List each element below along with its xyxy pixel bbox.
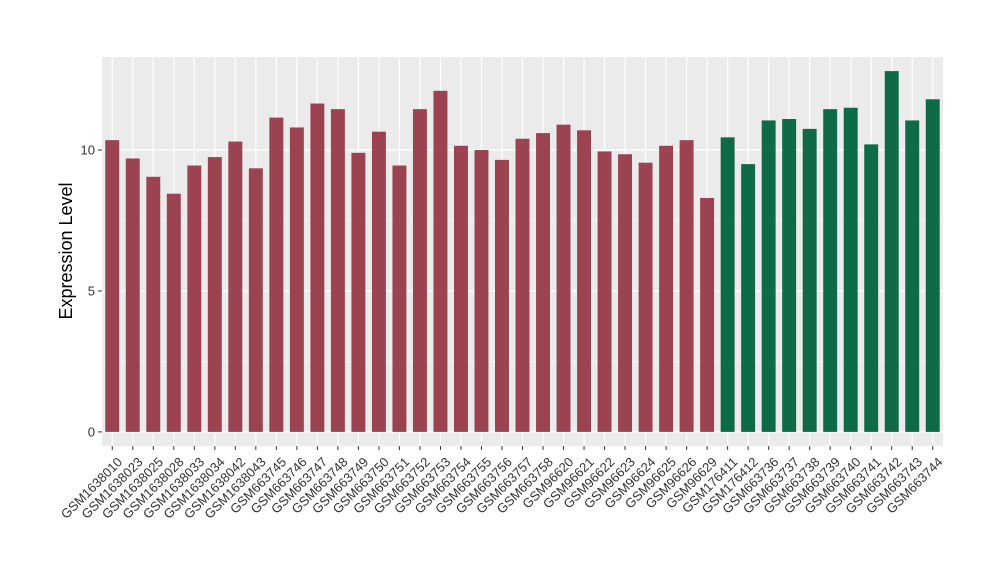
bar-GSM663751 — [392, 165, 407, 432]
bar-GSM176412 — [741, 164, 756, 432]
bars — [105, 71, 940, 432]
y-tick-label: 10 — [81, 143, 95, 158]
bar-GSM663746 — [289, 127, 304, 432]
bar-GSM96625 — [659, 145, 674, 432]
bar-GSM663747 — [310, 103, 325, 432]
bar-GSM663750 — [371, 131, 386, 432]
bar-GSM176411 — [720, 137, 735, 432]
bar-GSM1638033 — [187, 165, 202, 432]
bar-GSM663754 — [453, 145, 468, 432]
x-axis: GSM1638010GSM1638023GSM1638025GSM1638028… — [58, 446, 946, 522]
y-axis-title: Expression Level — [56, 182, 76, 319]
bar-GSM663756 — [495, 159, 509, 432]
bar-GSM96623 — [618, 154, 633, 432]
bar-GSM1638034 — [207, 157, 222, 432]
bar-GSM1638043 — [248, 168, 263, 432]
bar-GSM96624 — [638, 162, 653, 432]
y-axis: 0 5 10 — [81, 143, 102, 439]
bar-GSM96626 — [679, 140, 694, 432]
bar-GSM1638010 — [105, 140, 120, 432]
bar-GSM663743 — [905, 120, 920, 432]
y-tick-label: 0 — [88, 424, 95, 439]
bar-GSM663741 — [864, 144, 879, 432]
bar-GSM663736 — [761, 120, 776, 432]
bar-GSM663745 — [269, 117, 284, 432]
bar-GSM96622 — [597, 151, 612, 432]
bar-GSM663744 — [925, 99, 940, 432]
bar-GSM663739 — [823, 109, 838, 432]
bar-GSM96629 — [700, 197, 715, 432]
bar-GSM1638042 — [228, 141, 243, 432]
bar-GSM663753 — [433, 90, 448, 432]
bar-GSM663757 — [515, 138, 530, 432]
bar-GSM663748 — [330, 109, 345, 432]
bar-GSM1638028 — [166, 193, 181, 432]
bar-GSM1638025 — [146, 176, 161, 432]
bar-GSM663749 — [351, 152, 366, 432]
bar-GSM663752 — [412, 109, 427, 432]
bar-GSM663758 — [536, 133, 550, 432]
y-tick-label: 5 — [88, 283, 95, 298]
bar-GSM663738 — [802, 128, 817, 432]
bar-GSM1638023 — [125, 158, 140, 432]
bar-GSM663740 — [843, 107, 858, 432]
bar-GSM96620 — [556, 124, 571, 432]
bar-GSM663755 — [474, 150, 489, 432]
bar-GSM663737 — [782, 119, 797, 432]
bar-GSM663742 — [884, 71, 899, 432]
bar-GSM96621 — [577, 130, 592, 432]
